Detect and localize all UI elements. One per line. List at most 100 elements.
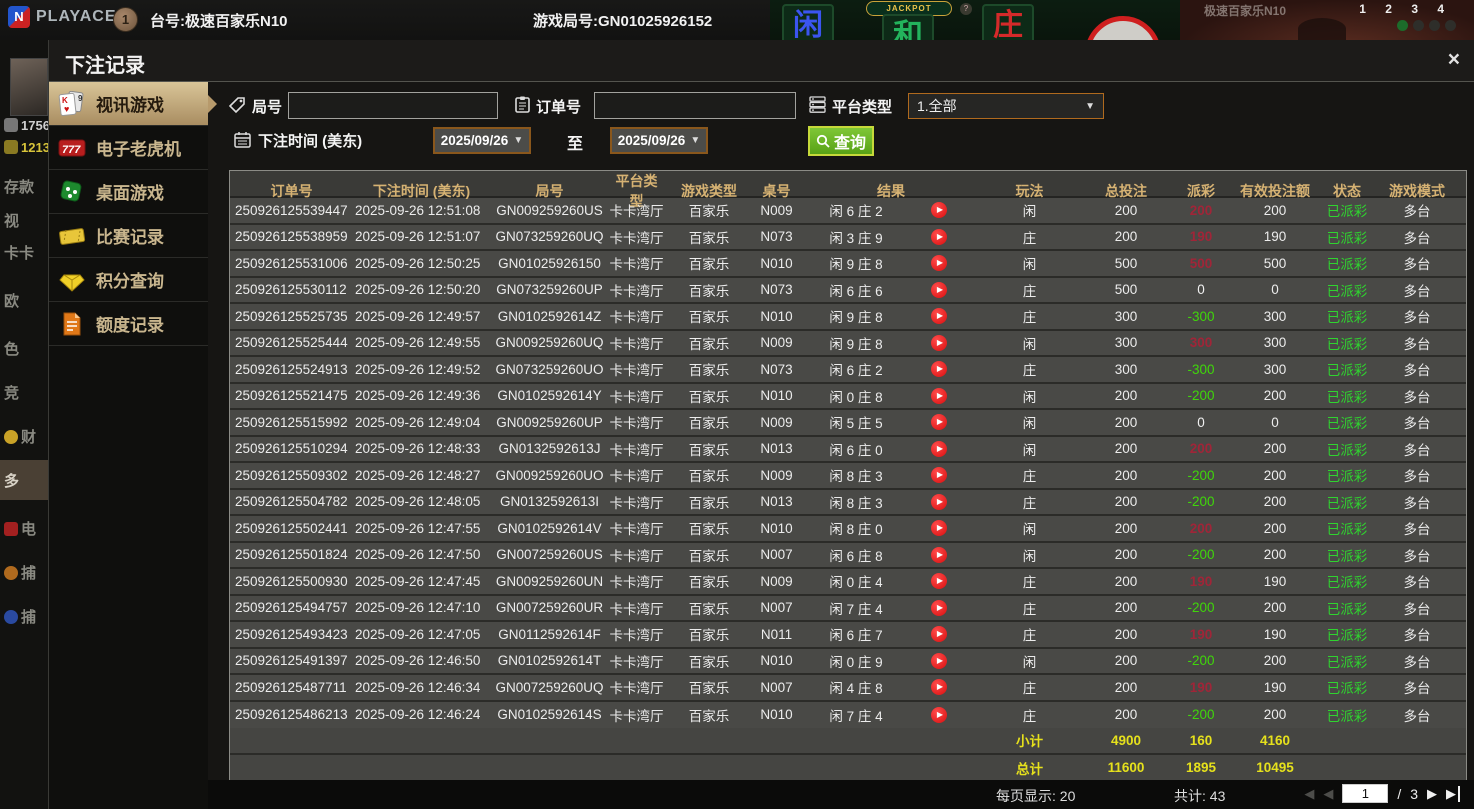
- play-button[interactable]: ▶: [931, 467, 948, 484]
- cell-status: 已派彩: [1326, 681, 1368, 697]
- cell-valid-bet: 190: [1263, 626, 1287, 642]
- play-button[interactable]: ▶: [931, 652, 948, 669]
- result-text: 闲 4 庄 8: [829, 681, 883, 697]
- chevron-down-icon: ▼: [513, 135, 524, 146]
- cell-game-type: 百家乐: [688, 257, 730, 273]
- cell-payout: 500: [1189, 255, 1213, 271]
- menu-item-video-games[interactable]: 9 K ♥ 视讯游戏: [49, 82, 217, 126]
- grand-total-bet: 11600: [1107, 760, 1145, 776]
- cell-bet-time: 2025-09-26 12:49:55: [355, 335, 481, 351]
- table-row: 250926125530112 2025-09-26 12:50:20 GN07…: [230, 277, 1466, 304]
- play-button[interactable]: ▶: [931, 573, 948, 590]
- trophy-icon: [4, 430, 18, 444]
- cell-status: 已派彩: [1326, 230, 1368, 246]
- cell-payout: -200: [1187, 388, 1215, 404]
- play-button[interactable]: ▶: [931, 387, 948, 404]
- cell-total-bet: 200: [1114, 202, 1138, 218]
- play-button[interactable]: ▶: [931, 679, 948, 696]
- table-header-row: 订单号 下注时间 (美东) 局号 平台类型 游戏类型 桌号 结果 玩法 总投注 …: [230, 171, 1466, 209]
- cell-total-bet: 200: [1114, 547, 1138, 563]
- play-button[interactable]: ▶: [931, 308, 948, 325]
- first-page-icon[interactable]: ◀: [1304, 785, 1315, 801]
- menu-item-match-records[interactable]: 比赛记录: [49, 214, 208, 258]
- cell-bet-time: 2025-09-26 12:46:34: [355, 679, 481, 695]
- cell-result: 闲 3 庄 9 ▶: [799, 225, 983, 250]
- cell-play: 庄: [1022, 575, 1037, 591]
- play-button[interactable]: ▶: [931, 599, 948, 616]
- cell-valid-bet: 300: [1263, 361, 1287, 377]
- play-button[interactable]: ▶: [931, 228, 948, 245]
- play-button[interactable]: ▶: [931, 706, 948, 723]
- play-button[interactable]: ▶: [931, 440, 948, 457]
- result-text: 闲 6 庄 8: [829, 548, 883, 564]
- prev-page-icon[interactable]: ◀: [1323, 785, 1334, 801]
- cell-game-type: 百家乐: [688, 708, 730, 724]
- play-button[interactable]: ▶: [931, 202, 948, 219]
- table-row: 250926125525444 2025-09-26 12:49:55 GN00…: [230, 330, 1466, 357]
- cell-order-id: 250926125538959: [235, 229, 348, 245]
- cell-valid-bet: 190: [1263, 679, 1287, 695]
- cell-payout: -200: [1187, 467, 1215, 483]
- cell-bet-time: 2025-09-26 12:46:50: [355, 653, 481, 669]
- cell-play: 闲: [1022, 336, 1037, 352]
- play-button[interactable]: ▶: [931, 281, 948, 298]
- round-input[interactable]: [288, 92, 498, 119]
- cell-game-type: 百家乐: [688, 230, 730, 246]
- cell-payout: -300: [1187, 361, 1215, 377]
- menu-item-slots[interactable]: 777 电子老虎机: [49, 126, 208, 170]
- help-icon[interactable]: ?: [960, 3, 972, 15]
- table-row: 250926125486213 2025-09-26 12:46:24 GN01…: [230, 701, 1466, 728]
- play-button[interactable]: ▶: [931, 361, 948, 378]
- cell-bet-time: 2025-09-26 12:49:52: [355, 361, 481, 377]
- table-row: 250926125502441 2025-09-26 12:47:55 GN01…: [230, 516, 1466, 543]
- banker-bet-tile[interactable]: 庄: [982, 4, 1034, 40]
- play-button[interactable]: ▶: [931, 626, 948, 643]
- play-button[interactable]: ▶: [931, 334, 948, 351]
- logo-text: PLAYACE: [36, 8, 117, 25]
- cell-bet-time: 2025-09-26 12:49:57: [355, 308, 481, 324]
- cell-status: 已派彩: [1326, 416, 1368, 432]
- col-table-no: 桌号: [762, 183, 791, 199]
- tie-bet-tile[interactable]: 和: [882, 14, 934, 40]
- cell-result: 闲 8 庄 3 ▶: [799, 490, 983, 515]
- order-input[interactable]: [594, 92, 796, 119]
- clownfish-icon: [4, 566, 18, 580]
- next-page-icon[interactable]: ▶: [1427, 785, 1437, 801]
- date-to-picker[interactable]: 2025/09/26 ▼: [610, 127, 708, 154]
- cell-order-id: 250926125504782: [235, 494, 348, 510]
- cell-valid-bet: 200: [1263, 441, 1287, 457]
- cell-payout: -200: [1187, 707, 1215, 723]
- menu-item-table-games[interactable]: 桌面游戏: [49, 170, 208, 214]
- table-row: 250926125521475 2025-09-26 12:49:36 GN01…: [230, 383, 1466, 410]
- platform-select[interactable]: 1.全部 ▼: [908, 93, 1104, 119]
- last-page-icon[interactable]: ▶: [1446, 785, 1460, 802]
- close-icon[interactable]: ×: [1447, 48, 1460, 71]
- user-count-stat: 1756: [4, 118, 48, 133]
- search-button[interactable]: 查询: [808, 126, 874, 156]
- subtotal-row: 小计 4900 160 4160: [230, 728, 1466, 755]
- grand-total-valid-bet: 10495: [1256, 760, 1294, 776]
- topbar: N PLAYACE 1 台号:极速百家乐N10 游戏局号:GN010259261…: [0, 0, 1474, 40]
- cell-valid-bet: 200: [1263, 547, 1287, 563]
- table-row: 250926125491397 2025-09-26 12:46:50 GN01…: [230, 648, 1466, 675]
- play-button[interactable]: ▶: [931, 546, 948, 563]
- play-button[interactable]: ▶: [931, 255, 948, 272]
- pagination-bar: 每页显示: 20 共计: 43 ◀ ◀ / 3 ▶ ▶: [208, 780, 1474, 809]
- play-button[interactable]: ▶: [931, 520, 948, 537]
- table-number-label: 台号:极速百家乐N10: [150, 13, 288, 30]
- cell-game-type: 百家乐: [688, 575, 730, 591]
- cell-payout: 200: [1189, 520, 1213, 536]
- page-input[interactable]: [1342, 784, 1389, 803]
- play-button[interactable]: ▶: [931, 493, 948, 510]
- menu-item-points-query[interactable]: 积分查询: [49, 258, 208, 302]
- cell-result: 闲 9 庄 8 ▶: [799, 304, 983, 329]
- date-from-picker[interactable]: 2025/09/26 ▼: [433, 127, 531, 154]
- cell-order-id: 250926125531006: [235, 255, 348, 271]
- cell-game-type: 百家乐: [688, 442, 730, 458]
- svg-text:♥: ♥: [64, 104, 69, 114]
- cell-round-id: GN0102592614S: [497, 707, 602, 723]
- cell-order-id: 250926125493423: [235, 626, 348, 642]
- play-button[interactable]: ▶: [931, 414, 948, 431]
- player-bet-tile[interactable]: 闲: [782, 4, 834, 40]
- menu-item-quota-records[interactable]: 额度记录: [49, 302, 208, 346]
